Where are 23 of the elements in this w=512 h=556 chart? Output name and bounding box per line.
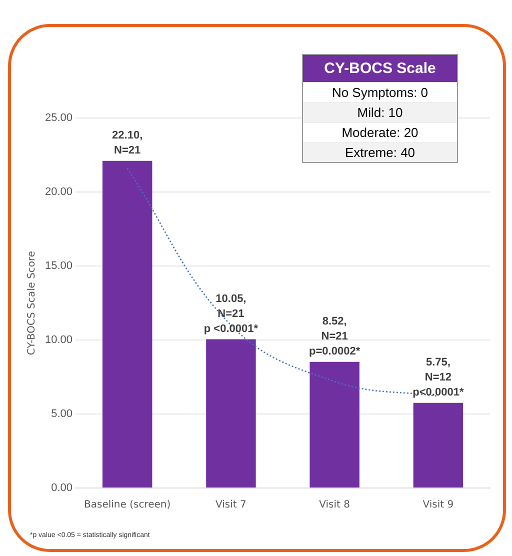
y-tick-label: 5.00 [51, 408, 73, 420]
annotation: Moderate: 20 [303, 122, 457, 142]
y-tick-label: 0.00 [51, 482, 73, 494]
y-tick-label: 20.00 [44, 186, 73, 198]
x-tick-label: Visit 7 [216, 500, 246, 511]
y-axis-title: CY-BOCS Scale Score [26, 250, 38, 356]
bar [310, 362, 360, 488]
data-label: 10.05, N=21 p <0.0001* [204, 292, 259, 335]
data-label: 5.75, N=12 p<0.0001* [412, 356, 464, 398]
y-tick-label: 25.00 [44, 112, 73, 124]
x-tick-label: Visit 8 [319, 500, 350, 511]
annotation: Extreme: 40 [303, 142, 457, 162]
x-tick-label: Visit 9 [422, 500, 454, 511]
bar [102, 160, 152, 488]
y-tick-label: 15.00 [44, 260, 73, 272]
bar [413, 402, 464, 488]
y-tick-label: 10.00 [44, 334, 73, 346]
scale-table: CY-BOCS Scale No Symptoms: 0 Mild: 10 Moderate: 20 Extreme: 40 [302, 54, 458, 163]
data-label: 22.10, N=21 [112, 129, 143, 156]
x-tick-label: Baseline (screen) [84, 500, 171, 511]
data-label: 8.52, N=21 p=0.0002* [309, 315, 361, 358]
annotation: Mild: 10 [303, 102, 457, 122]
bar [206, 339, 256, 488]
